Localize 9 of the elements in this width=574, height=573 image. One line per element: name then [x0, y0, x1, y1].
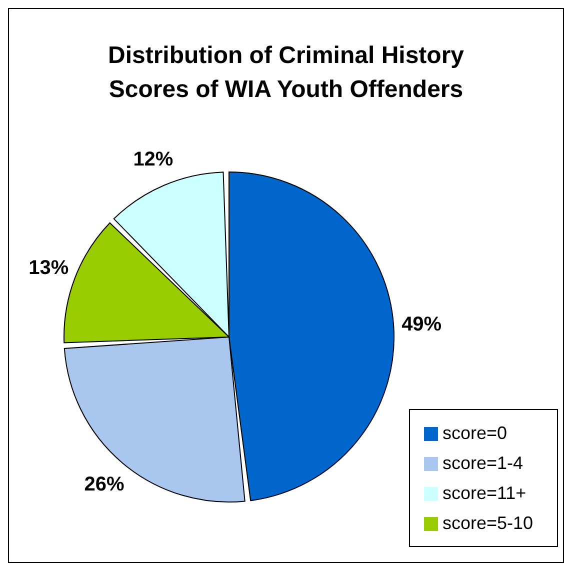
data-label: 26% — [84, 473, 125, 496]
data-label: 13% — [28, 257, 69, 280]
chart-title: Distribution of Criminal History Scores of WIA Youth Offenders — [106, 41, 465, 105]
legend-label: score=0 — [442, 423, 507, 443]
legend-label: score=11+ — [442, 483, 526, 503]
data-label: 49% — [402, 313, 442, 336]
data-label: 12% — [133, 148, 174, 170]
legend-label: score=5-10 — [442, 513, 533, 533]
legend-label: score=1-4 — [442, 453, 523, 473]
